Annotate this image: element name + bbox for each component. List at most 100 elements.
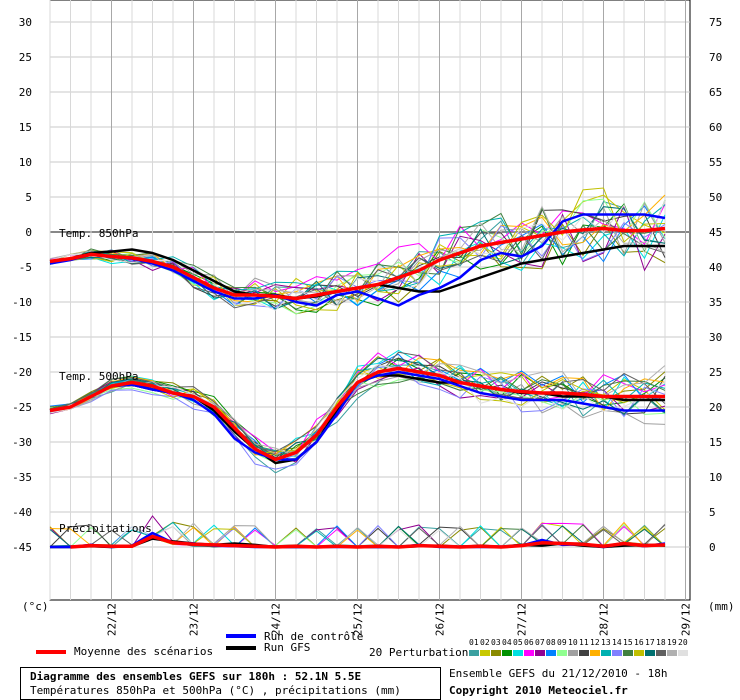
perturbation-swatch: [480, 650, 490, 656]
perturbation-number: 02: [480, 638, 490, 647]
left-tick-label: 15: [19, 121, 32, 134]
left-tick-label: -45: [12, 541, 32, 554]
left-tick-label: -10: [12, 296, 32, 309]
perturbation-number: 12: [590, 638, 600, 647]
right-tick-label: 20: [709, 401, 722, 414]
perturbation-line: [49, 205, 666, 311]
left-tick-label: 5: [25, 191, 32, 204]
x-axis-ticks: 22/12 23/12 24/12 25/12 26/12 27/12 28/12 29/12: [106, 603, 693, 636]
perturbation-swatch: [612, 650, 622, 656]
perturbation-swatch: [645, 650, 655, 656]
perturbation-swatch: [513, 650, 523, 656]
control-line-t850: [49, 213, 666, 307]
perturbation-number: 01: [469, 638, 479, 647]
right-tick-label: 75: [709, 16, 722, 29]
perturbation-number: 11: [579, 638, 589, 647]
perturbation-line: [49, 376, 666, 456]
perturbation-swatch: [667, 650, 677, 656]
perturbation-swatch: [535, 650, 545, 656]
perturbation-swatch: [568, 650, 578, 656]
perturbation-swatch: [502, 650, 512, 656]
x-tick-label: 29/12: [680, 603, 693, 636]
left-tick-label: -20: [12, 366, 32, 379]
x-tick-label: 28/12: [598, 603, 611, 636]
main-series-lines: [49, 213, 666, 549]
legend-gfs-label: Run GFS: [264, 641, 311, 654]
right-unit-label: (mm): [708, 600, 735, 613]
perturbation-number: 03: [491, 638, 501, 647]
perturbation-swatch: [491, 650, 501, 656]
right-tick-label: 70: [709, 51, 722, 64]
right-tick-label: 15: [709, 436, 722, 449]
copyright: Copyright 2010 Meteociel.fr: [449, 684, 628, 697]
run-info: Ensemble GEFS du 21/12/2010 - 18h: [449, 667, 668, 680]
left-unit-label: (°c): [22, 600, 49, 613]
perturbation-swatch: [524, 650, 534, 656]
precip-panel-label: Précipitations: [59, 522, 152, 535]
left-tick-label: 10: [19, 156, 32, 169]
perturbation-line: [49, 204, 666, 299]
right-tick-label: 65: [709, 86, 722, 99]
plot-frame: [49, 0, 691, 601]
perturbation-swatch: [623, 650, 633, 656]
title-box: Diagramme des ensembles GEFS sur 180h : …: [20, 667, 441, 700]
left-tick-label: -30: [12, 436, 32, 449]
right-tick-label: 35: [709, 296, 722, 309]
perturbation-line: [49, 203, 666, 302]
perturbation-swatch: [590, 650, 600, 656]
right-tick-label: 25: [709, 366, 722, 379]
left-tick-label: 25: [19, 51, 32, 64]
right-tick-label: 50: [709, 191, 722, 204]
perturbation-number: 05: [513, 638, 523, 647]
perturbation-number: 04: [502, 638, 512, 647]
perturbation-line: [49, 201, 666, 305]
perturbation-line: [49, 357, 666, 461]
perturbation-swatch: [678, 650, 688, 656]
perturbation-swatch: [656, 650, 666, 656]
right-tick-label: 40: [709, 261, 722, 274]
left-tick-label: -15: [12, 331, 32, 344]
left-axis-ticks: 30 25 20 15 10 5 0 -5 -10 -15 -20 -25 -30 -35 -40 -45: [12, 16, 32, 554]
perturbation-line: [49, 357, 666, 456]
left-tick-label: -40: [12, 506, 32, 519]
perturbation-line: [49, 363, 666, 457]
x-tick-label: 25/12: [352, 603, 365, 636]
right-tick-label: 60: [709, 121, 722, 134]
perturbation-swatch: [579, 650, 589, 656]
left-tick-label: 20: [19, 86, 32, 99]
mean-line-t500: [49, 366, 665, 462]
x-tick-label: 26/12: [434, 603, 447, 636]
legend-control-swatch: [226, 634, 256, 638]
right-tick-label: 55: [709, 156, 722, 169]
perturbation-swatch: [557, 650, 567, 656]
perturbation-number: 10: [568, 638, 578, 647]
perturbation-number: 06: [524, 638, 534, 647]
mean-line-precip: [70, 534, 666, 549]
perturbation-number: 17: [645, 638, 655, 647]
perturbation-number: 16: [634, 638, 644, 647]
right-tick-label: 0: [709, 541, 716, 554]
perturbation-number: 19: [667, 638, 677, 647]
perturbation-number: 13: [601, 638, 611, 647]
t850-panel-label: Temp. 850hPa: [59, 227, 138, 240]
perturbation-swatch: [546, 650, 556, 656]
grid: [49, 0, 691, 601]
perturbation-number: 09: [557, 638, 567, 647]
x-tick-label: 22/12: [106, 603, 119, 636]
legend-mean-label: Moyenne des scénarios: [74, 645, 214, 658]
perturbation-number: 08: [546, 638, 556, 647]
left-tick-label: 30: [19, 16, 32, 29]
perturbation-number: 18: [656, 638, 666, 647]
right-tick-label: 10: [709, 471, 722, 484]
perturbation-swatch: [469, 650, 479, 656]
chart-title: Diagramme des ensembles GEFS sur 180h : …: [30, 670, 362, 683]
t500-panel-label: Temp. 500hPa: [59, 370, 138, 383]
chart-subtitle: Températures 850hPa et 500hPa (°C) , pré…: [30, 684, 401, 697]
x-tick-label: 24/12: [270, 603, 283, 636]
perturbation-line: [49, 349, 666, 456]
perturbation-swatch: [601, 650, 611, 656]
x-tick-label: 23/12: [188, 603, 201, 636]
left-tick-label: -5: [19, 261, 32, 274]
legend-perturbations-label: 20 Perturbations: [369, 646, 475, 659]
